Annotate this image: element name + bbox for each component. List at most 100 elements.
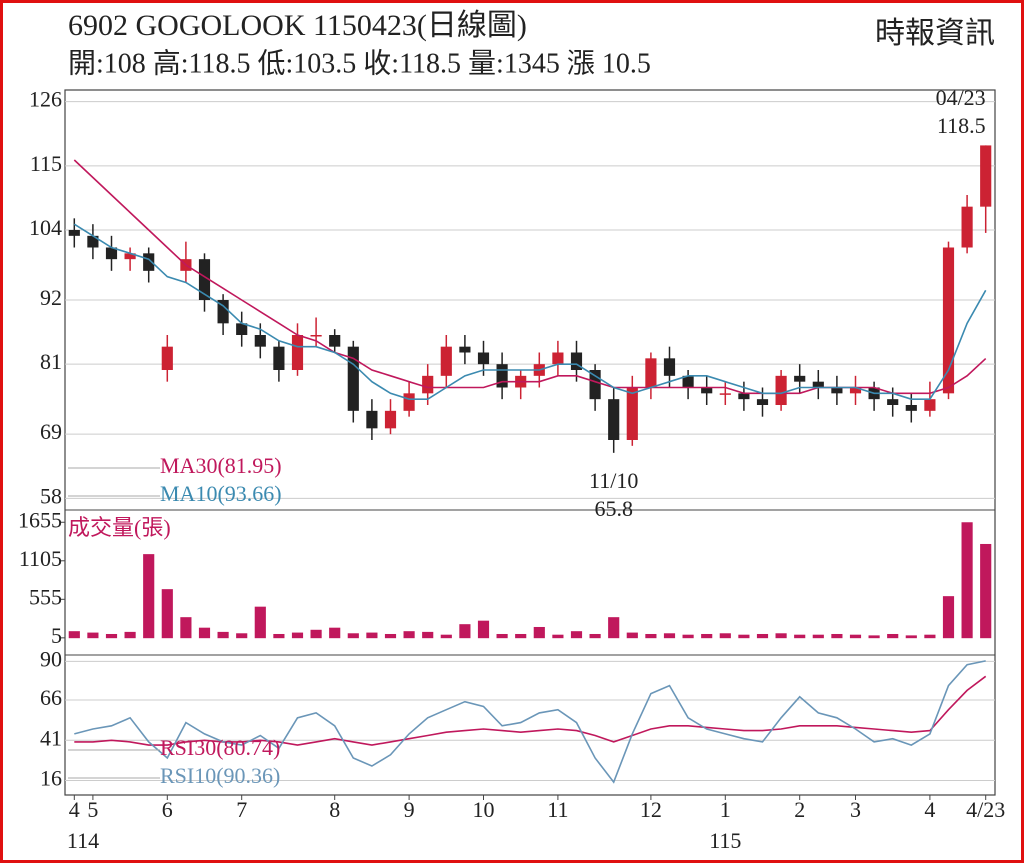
- volume-bar: [831, 633, 843, 639]
- legend-label: MA10(93.66): [160, 481, 282, 506]
- volume-bar: [961, 522, 973, 639]
- candle-body: [701, 387, 713, 394]
- panel-title: 成交量(張): [68, 515, 171, 540]
- volume-bar: [422, 631, 434, 639]
- candle-body: [217, 300, 229, 324]
- volume-bar: [105, 633, 118, 639]
- volume-bar: [552, 634, 564, 639]
- candle-body: [236, 323, 248, 335]
- y-tick-label: 115: [30, 151, 62, 176]
- volume-bar: [980, 543, 992, 639]
- volume-bar: [701, 633, 713, 639]
- volume-bar: [663, 633, 676, 639]
- volume-bar: [254, 606, 266, 639]
- candle-body: [812, 381, 824, 388]
- y-tick-label: 69: [40, 419, 62, 444]
- candle-body: [589, 370, 601, 400]
- x-tick-label: 6: [162, 797, 173, 822]
- volume-bar: [608, 617, 620, 639]
- candle-body: [924, 399, 936, 411]
- candle-body: [347, 346, 359, 411]
- series-line: [73, 223, 987, 400]
- volume-bar: [124, 631, 136, 639]
- candle-body: [570, 352, 583, 370]
- volume-bar: [942, 596, 955, 639]
- volume-bar: [570, 631, 583, 639]
- legend-label: RSI10(90.36): [160, 763, 280, 788]
- candle-body: [980, 145, 992, 207]
- volume-bar: [329, 627, 341, 639]
- y-tick-label: 555: [29, 584, 62, 609]
- candle-body: [756, 399, 769, 405]
- volume-bar: [775, 633, 787, 639]
- volume-bar: [68, 631, 80, 639]
- candle-body: [329, 335, 341, 347]
- plot-frame: [64, 89, 996, 796]
- x-tick-label: 9: [404, 797, 415, 822]
- volume-bar: [719, 633, 731, 639]
- volume-bar: [924, 634, 936, 639]
- candle-body: [366, 410, 378, 429]
- year-label: 114: [67, 828, 99, 853]
- annotation-value: 118.5: [937, 113, 986, 138]
- volume-bar: [738, 634, 750, 639]
- x-tick-label: 1: [720, 797, 731, 822]
- candle-body: [887, 399, 899, 405]
- x-tick-label: 2: [794, 797, 805, 822]
- annotation-date: 04/23: [936, 85, 986, 110]
- volume-bar: [645, 633, 657, 639]
- y-tick-label: 90: [40, 646, 62, 671]
- volume-bar: [887, 633, 899, 639]
- candle-body: [477, 352, 490, 365]
- volume-bar: [756, 633, 769, 639]
- summary: 開:108 高:118.5 低:103.5 收:118.5 量:1345 漲 1…: [68, 47, 651, 79]
- y-tick-label: 1105: [19, 546, 62, 571]
- x-tick-label: 3: [850, 797, 861, 822]
- candle-body: [905, 405, 917, 411]
- volume-bar: [273, 633, 285, 639]
- candle-body: [440, 346, 452, 376]
- volume-bar: [626, 632, 638, 639]
- legend-label: RSI30(80.74): [160, 735, 280, 760]
- volume-bar: [849, 634, 862, 639]
- candle-body: [124, 253, 136, 260]
- y-tick-label: 92: [40, 285, 62, 310]
- x-tick-label: 5: [87, 797, 98, 822]
- volume-bar: [143, 554, 155, 639]
- volume-bar: [533, 626, 545, 639]
- volume-bar: [905, 635, 917, 639]
- candle-body: [794, 375, 806, 382]
- volume-bar: [496, 633, 508, 639]
- volume-bar: [682, 634, 694, 639]
- candle-body: [645, 358, 657, 388]
- volume-bar: [291, 632, 304, 639]
- x-tick-label: 4/23: [966, 797, 1005, 822]
- volume-bar: [384, 633, 397, 639]
- candle-body: [254, 335, 266, 347]
- candle-body: [384, 410, 397, 429]
- candle-body: [161, 346, 173, 370]
- volume-bar: [812, 634, 824, 639]
- candle-body: [961, 206, 973, 248]
- year-label: 115: [709, 828, 741, 853]
- volume-bar: [236, 633, 248, 639]
- candle-body: [87, 235, 99, 248]
- volume-bar: [310, 629, 322, 639]
- candle-body: [663, 358, 676, 376]
- candle-body: [626, 387, 638, 440]
- candle-body: [459, 346, 471, 353]
- candle-body: [198, 259, 211, 300]
- candle-body: [310, 335, 322, 337]
- x-tick-label: 4: [69, 797, 80, 822]
- annotation-date: 11/10: [589, 468, 638, 493]
- volume-bar: [87, 632, 99, 639]
- volume-bar: [589, 633, 601, 639]
- x-tick-label: 4: [924, 797, 935, 822]
- x-tick-label: 7: [236, 797, 247, 822]
- x-tick-label: 8: [329, 797, 340, 822]
- annotation-value: 65.8: [594, 496, 633, 521]
- candle-body: [291, 335, 304, 370]
